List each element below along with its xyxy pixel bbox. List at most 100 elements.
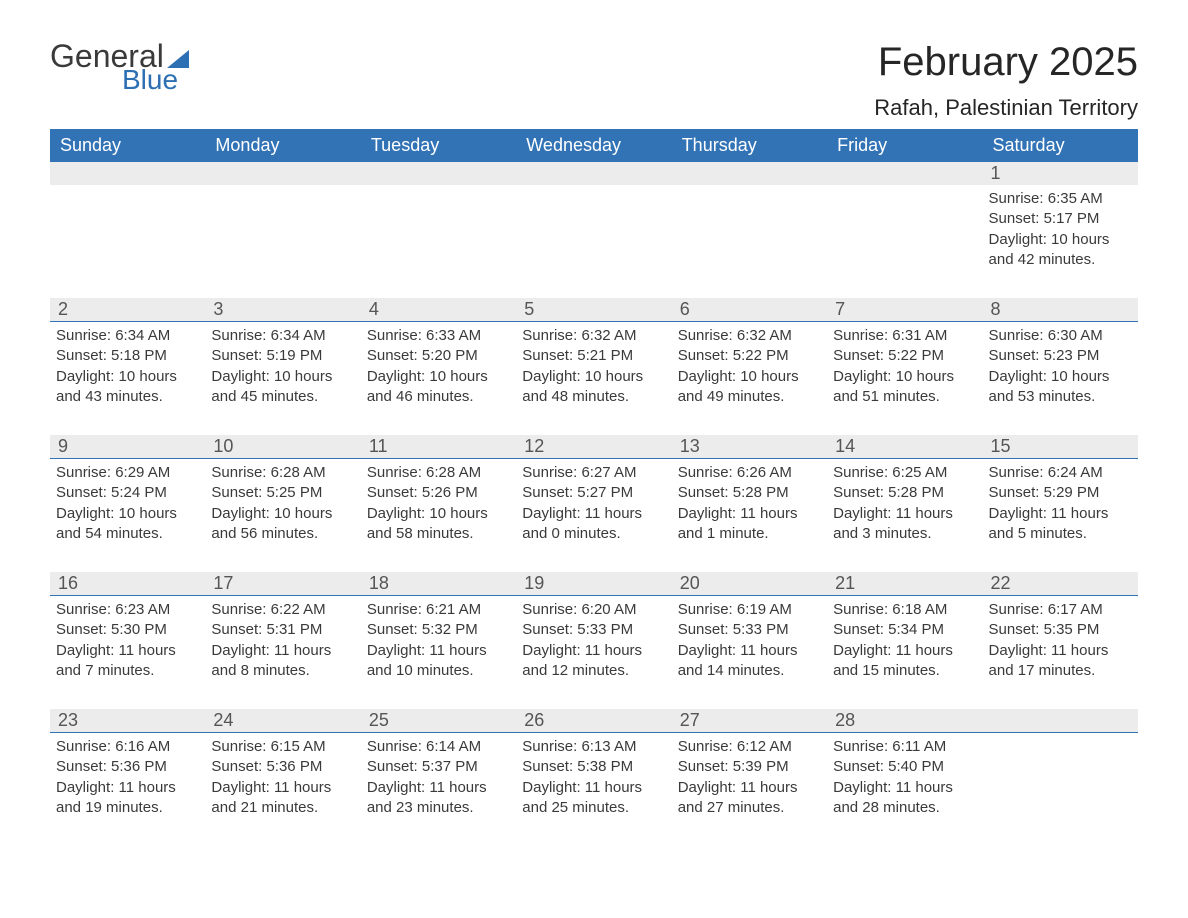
- day-number: 12: [516, 435, 671, 458]
- sunset-line: Sunset: 5:39 PM: [678, 757, 821, 777]
- day-cell: Sunrise: 6:34 AMSunset: 5:19 PMDaylight:…: [205, 322, 360, 407]
- day-cell: Sunrise: 6:19 AMSunset: 5:33 PMDaylight:…: [672, 596, 827, 681]
- daylight-line: Daylight: 11 hours and 0 minutes.: [522, 504, 665, 545]
- sunrise-line: Sunrise: 6:27 AM: [522, 463, 665, 483]
- day-number: 6: [672, 298, 827, 321]
- daylight-line: Daylight: 11 hours and 10 minutes.: [367, 641, 510, 682]
- month-title: February 2025: [874, 40, 1138, 85]
- sunset-line: Sunset: 5:33 PM: [678, 620, 821, 640]
- day-cell: Sunrise: 6:21 AMSunset: 5:32 PMDaylight:…: [361, 596, 516, 681]
- sunrise-line: Sunrise: 6:23 AM: [56, 600, 199, 620]
- day-number: [361, 162, 516, 185]
- day-cell: Sunrise: 6:33 AMSunset: 5:20 PMDaylight:…: [361, 322, 516, 407]
- day-number: 20: [672, 572, 827, 595]
- day-cell-body: Sunrise: 6:31 AMSunset: 5:22 PMDaylight:…: [833, 322, 976, 407]
- sunset-line: Sunset: 5:27 PM: [522, 483, 665, 503]
- day-cell: Sunrise: 6:24 AMSunset: 5:29 PMDaylight:…: [983, 459, 1138, 544]
- daylight-line: Daylight: 11 hours and 1 minute.: [678, 504, 821, 545]
- day-number: 19: [516, 572, 671, 595]
- daylight-line: Daylight: 11 hours and 8 minutes.: [211, 641, 354, 682]
- daylight-line: Daylight: 11 hours and 17 minutes.: [989, 641, 1132, 682]
- day-cell-body: Sunrise: 6:34 AMSunset: 5:19 PMDaylight:…: [211, 322, 354, 407]
- day-cell: Sunrise: 6:35 AMSunset: 5:17 PMDaylight:…: [983, 185, 1138, 270]
- sunrise-line: Sunrise: 6:24 AM: [989, 463, 1132, 483]
- day-cell: Sunrise: 6:20 AMSunset: 5:33 PMDaylight:…: [516, 596, 671, 681]
- week-row: Sunrise: 6:16 AMSunset: 5:36 PMDaylight:…: [50, 732, 1138, 846]
- day-cell: [361, 185, 516, 270]
- sunset-line: Sunset: 5:23 PM: [989, 346, 1132, 366]
- sunrise-line: Sunrise: 6:30 AM: [989, 326, 1132, 346]
- daylight-line: Daylight: 11 hours and 7 minutes.: [56, 641, 199, 682]
- sunset-line: Sunset: 5:18 PM: [56, 346, 199, 366]
- day-number: 26: [516, 709, 671, 732]
- day-cell-body: Sunrise: 6:34 AMSunset: 5:18 PMDaylight:…: [56, 322, 199, 407]
- daylight-line: Daylight: 10 hours and 48 minutes.: [522, 367, 665, 408]
- day-cell-body: Sunrise: 6:33 AMSunset: 5:20 PMDaylight:…: [367, 322, 510, 407]
- weekday-header: Saturday: [983, 129, 1138, 162]
- header: General Blue February 2025 Rafah, Palest…: [50, 40, 1138, 121]
- sunrise-line: Sunrise: 6:17 AM: [989, 600, 1132, 620]
- sunset-line: Sunset: 5:25 PM: [211, 483, 354, 503]
- sunrise-line: Sunrise: 6:34 AM: [56, 326, 199, 346]
- sunset-line: Sunset: 5:24 PM: [56, 483, 199, 503]
- day-cell-body: Sunrise: 6:22 AMSunset: 5:31 PMDaylight:…: [211, 596, 354, 681]
- day-cell: Sunrise: 6:17 AMSunset: 5:35 PMDaylight:…: [983, 596, 1138, 681]
- daylight-line: Daylight: 11 hours and 5 minutes.: [989, 504, 1132, 545]
- day-number-row: 232425262728: [50, 709, 1138, 732]
- logo: General Blue: [50, 40, 189, 94]
- sunrise-line: Sunrise: 6:15 AM: [211, 737, 354, 757]
- weekday-header-row: SundayMondayTuesdayWednesdayThursdayFrid…: [50, 129, 1138, 162]
- day-number-row: 16171819202122: [50, 572, 1138, 595]
- sunrise-line: Sunrise: 6:11 AM: [833, 737, 976, 757]
- day-cell-body: Sunrise: 6:16 AMSunset: 5:36 PMDaylight:…: [56, 733, 199, 818]
- daylight-line: Daylight: 11 hours and 21 minutes.: [211, 778, 354, 819]
- daylight-line: Daylight: 11 hours and 14 minutes.: [678, 641, 821, 682]
- weekday-header: Monday: [205, 129, 360, 162]
- day-number: [516, 162, 671, 185]
- sunset-line: Sunset: 5:35 PM: [989, 620, 1132, 640]
- sunset-line: Sunset: 5:26 PM: [367, 483, 510, 503]
- sunset-line: Sunset: 5:20 PM: [367, 346, 510, 366]
- day-cell: Sunrise: 6:11 AMSunset: 5:40 PMDaylight:…: [827, 733, 982, 818]
- sunrise-line: Sunrise: 6:28 AM: [211, 463, 354, 483]
- day-cell-body: Sunrise: 6:15 AMSunset: 5:36 PMDaylight:…: [211, 733, 354, 818]
- day-cell-body: Sunrise: 6:27 AMSunset: 5:27 PMDaylight:…: [522, 459, 665, 544]
- sunset-line: Sunset: 5:22 PM: [833, 346, 976, 366]
- daylight-line: Daylight: 11 hours and 15 minutes.: [833, 641, 976, 682]
- sunrise-line: Sunrise: 6:12 AM: [678, 737, 821, 757]
- daylight-line: Daylight: 11 hours and 23 minutes.: [367, 778, 510, 819]
- daylight-line: Daylight: 11 hours and 27 minutes.: [678, 778, 821, 819]
- title-block: February 2025 Rafah, Palestinian Territo…: [874, 40, 1138, 121]
- sunset-line: Sunset: 5:40 PM: [833, 757, 976, 777]
- weekday-header: Friday: [827, 129, 982, 162]
- sunrise-line: Sunrise: 6:35 AM: [989, 189, 1132, 209]
- sunrise-line: Sunrise: 6:18 AM: [833, 600, 976, 620]
- day-cell-body: Sunrise: 6:18 AMSunset: 5:34 PMDaylight:…: [833, 596, 976, 681]
- sunrise-line: Sunrise: 6:26 AM: [678, 463, 821, 483]
- sunset-line: Sunset: 5:30 PM: [56, 620, 199, 640]
- daylight-line: Daylight: 11 hours and 3 minutes.: [833, 504, 976, 545]
- day-number: 1: [983, 162, 1138, 185]
- week-row: Sunrise: 6:29 AMSunset: 5:24 PMDaylight:…: [50, 458, 1138, 572]
- daylight-line: Daylight: 10 hours and 58 minutes.: [367, 504, 510, 545]
- day-number: [672, 162, 827, 185]
- sunset-line: Sunset: 5:37 PM: [367, 757, 510, 777]
- sunset-line: Sunset: 5:32 PM: [367, 620, 510, 640]
- day-number: [205, 162, 360, 185]
- day-number-row: 2345678: [50, 298, 1138, 321]
- day-cell-body: Sunrise: 6:26 AMSunset: 5:28 PMDaylight:…: [678, 459, 821, 544]
- day-cell: Sunrise: 6:32 AMSunset: 5:21 PMDaylight:…: [516, 322, 671, 407]
- day-cell: Sunrise: 6:32 AMSunset: 5:22 PMDaylight:…: [672, 322, 827, 407]
- sunset-line: Sunset: 5:36 PM: [56, 757, 199, 777]
- daylight-line: Daylight: 11 hours and 28 minutes.: [833, 778, 976, 819]
- day-number: 25: [361, 709, 516, 732]
- sunrise-line: Sunrise: 6:28 AM: [367, 463, 510, 483]
- day-number: 17: [205, 572, 360, 595]
- day-number: 27: [672, 709, 827, 732]
- sunrise-line: Sunrise: 6:33 AM: [367, 326, 510, 346]
- day-cell: Sunrise: 6:22 AMSunset: 5:31 PMDaylight:…: [205, 596, 360, 681]
- week-row: Sunrise: 6:35 AMSunset: 5:17 PMDaylight:…: [50, 185, 1138, 298]
- day-cell-body: Sunrise: 6:35 AMSunset: 5:17 PMDaylight:…: [989, 185, 1132, 270]
- day-number-row: 1: [50, 162, 1138, 185]
- day-cell: [983, 733, 1138, 818]
